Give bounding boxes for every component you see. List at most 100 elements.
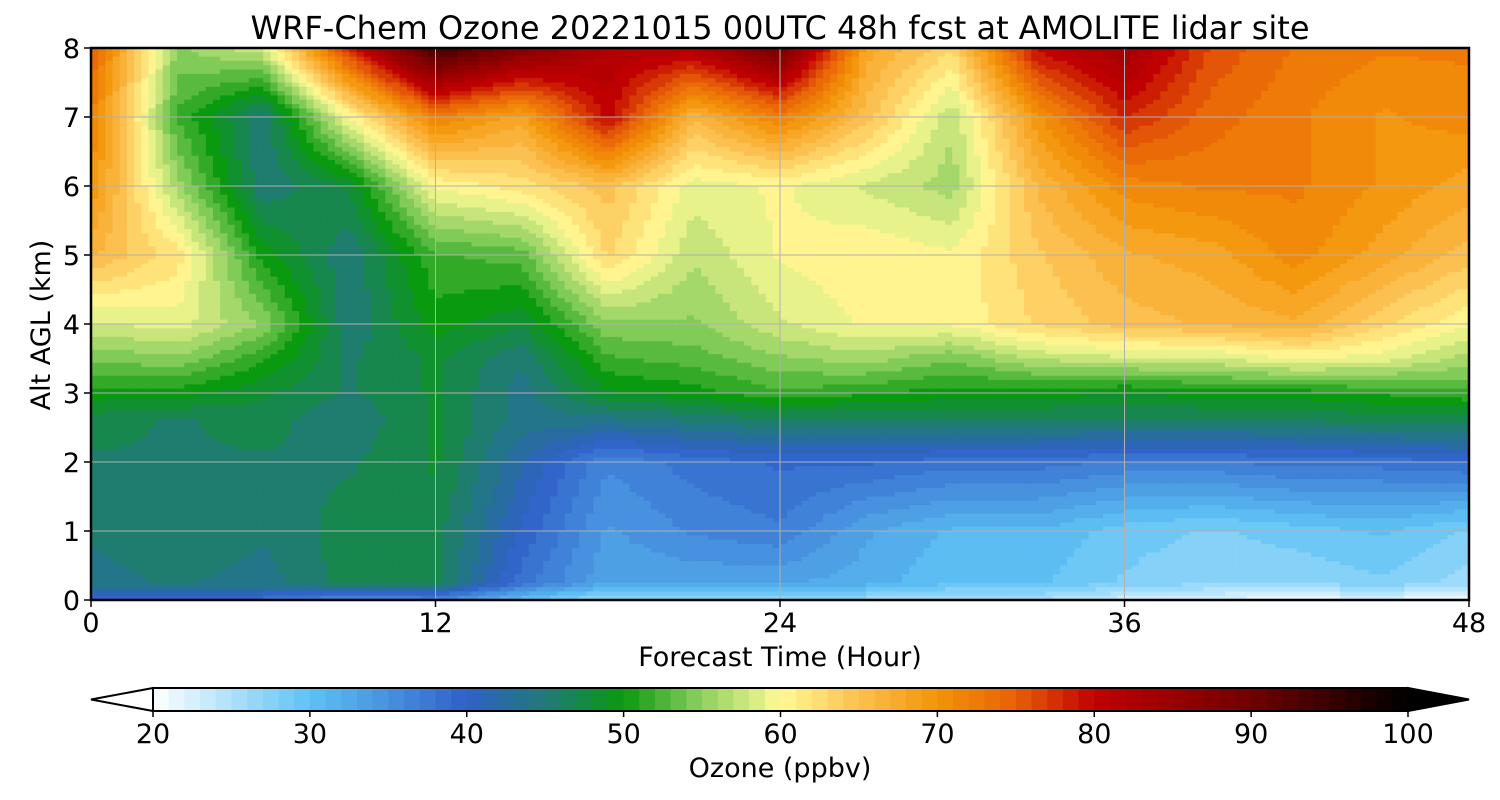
heatmap-cell <box>1397 78 1405 83</box>
heatmap-cell <box>1081 152 1089 157</box>
heatmap-cell <box>536 57 544 62</box>
heatmap-cell <box>1103 143 1111 148</box>
heatmap-cell <box>916 156 924 161</box>
heatmap-cell <box>464 100 472 105</box>
heatmap-cell <box>550 156 558 161</box>
heatmap-cell <box>113 152 121 157</box>
heatmap-cell <box>694 70 702 75</box>
heatmap-cell <box>1053 104 1061 109</box>
heatmap-cell <box>1440 52 1448 57</box>
heatmap-cell <box>113 104 121 109</box>
heatmap-cell <box>1031 143 1039 148</box>
heatmap-cell <box>1433 156 1441 161</box>
heatmap-cell <box>299 65 307 70</box>
heatmap-cell <box>1182 130 1190 135</box>
heatmap-cell <box>1067 78 1075 83</box>
heatmap-cell <box>342 57 350 62</box>
heatmap-cell <box>141 78 149 83</box>
heatmap-cell <box>565 147 573 152</box>
heatmap-cell <box>522 57 530 62</box>
heatmap-cell <box>672 134 680 139</box>
heatmap-cell <box>1060 121 1068 126</box>
heatmap-cell <box>730 147 738 152</box>
heatmap-cell <box>457 61 465 66</box>
heatmap-cell <box>550 57 558 62</box>
heatmap-cell <box>1060 65 1068 70</box>
heatmap-cell <box>1318 78 1326 83</box>
heatmap-cell <box>1325 87 1333 92</box>
heatmap-cell <box>1225 143 1233 148</box>
heatmap-cell <box>1268 117 1276 122</box>
heatmap-cell <box>1304 108 1312 113</box>
heatmap-cell <box>823 104 831 109</box>
heatmap-cell <box>249 61 257 66</box>
heatmap-cell <box>744 117 752 122</box>
heatmap-cell <box>428 117 436 122</box>
heatmap-cell <box>364 57 372 62</box>
heatmap-cell <box>299 61 307 66</box>
heatmap-cell <box>1347 91 1355 96</box>
heatmap-cell <box>1053 134 1061 139</box>
heatmap-cell <box>1125 139 1133 144</box>
heatmap-cell <box>1182 121 1190 126</box>
heatmap-cell <box>98 83 106 88</box>
heatmap-cell <box>565 91 573 96</box>
heatmap-cell <box>651 121 659 126</box>
heatmap-cell <box>995 156 1003 161</box>
heatmap-cell <box>593 130 601 135</box>
heatmap-cell <box>156 104 164 109</box>
heatmap-cell <box>723 121 731 126</box>
heatmap-cell <box>421 143 429 148</box>
heatmap-cell <box>644 61 652 66</box>
heatmap-cell <box>880 147 888 152</box>
heatmap-cell <box>766 87 774 92</box>
heatmap-cell <box>148 61 156 66</box>
heatmap-cell <box>1203 152 1211 157</box>
heatmap-cell <box>191 100 199 105</box>
heatmap-cell <box>1433 65 1441 70</box>
heatmap-cell <box>328 143 336 148</box>
heatmap-cell <box>285 143 293 148</box>
heatmap-cell <box>622 91 630 96</box>
heatmap-cell <box>558 117 566 122</box>
heatmap-cell <box>1318 91 1326 96</box>
heatmap-cell <box>1182 91 1190 96</box>
heatmap-cell <box>651 65 659 70</box>
heatmap-cell <box>859 100 867 105</box>
heatmap-cell <box>1196 78 1204 83</box>
heatmap-cell <box>235 108 243 113</box>
heatmap-cell <box>931 74 939 79</box>
heatmap-cell <box>242 57 250 62</box>
heatmap-cell <box>292 70 300 75</box>
heatmap-cell <box>213 152 221 157</box>
heatmap-cell <box>471 143 479 148</box>
heatmap-cell <box>737 83 745 88</box>
heatmap-cell <box>400 52 408 57</box>
heatmap-cell <box>665 134 673 139</box>
heatmap-cell <box>723 65 731 70</box>
heatmap-cell <box>959 126 967 131</box>
heatmap-cell <box>780 83 788 88</box>
heatmap-cell <box>364 95 372 100</box>
heatmap-cell <box>694 91 702 96</box>
heatmap-cell <box>1139 130 1147 135</box>
heatmap-cell <box>909 65 917 70</box>
heatmap-cell <box>493 70 501 75</box>
heatmap-cell <box>852 95 860 100</box>
heatmap-cell <box>974 95 982 100</box>
heatmap-cell <box>809 83 817 88</box>
heatmap-cell <box>1010 126 1018 131</box>
heatmap-cell <box>1232 87 1240 92</box>
heatmap-cell <box>845 104 853 109</box>
heatmap-cell <box>622 83 630 88</box>
heatmap-cell <box>436 57 444 62</box>
heatmap-cell <box>558 139 566 144</box>
heatmap-cell <box>1247 57 1255 62</box>
heatmap-cell <box>766 108 774 113</box>
heatmap-cell <box>514 117 522 122</box>
heatmap-cell <box>450 61 458 66</box>
heatmap-cell <box>292 104 300 109</box>
heatmap-cell <box>1361 108 1369 113</box>
heatmap-cell <box>1189 156 1197 161</box>
heatmap-cell <box>148 139 156 144</box>
